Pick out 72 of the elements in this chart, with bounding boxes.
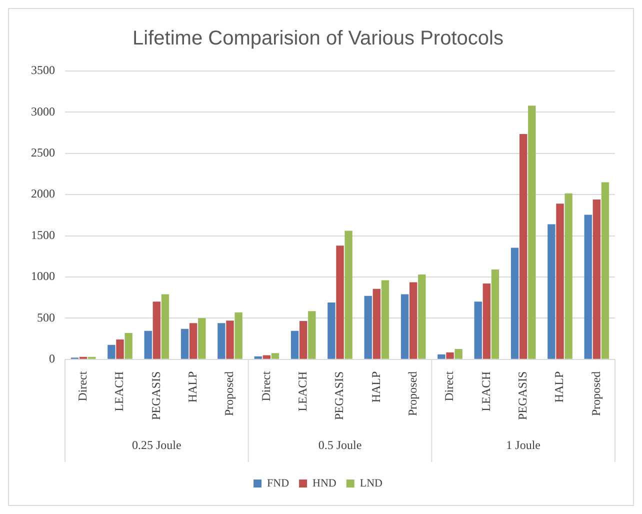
- x-tick-label: Direct: [75, 370, 90, 402]
- bar: [271, 353, 280, 359]
- x-tick-label: Proposed: [405, 371, 420, 416]
- bar: [262, 355, 271, 359]
- bar: [601, 182, 610, 359]
- legend-label: LND: [360, 477, 383, 490]
- bar: [364, 296, 372, 359]
- text: 0.25 Joule: [132, 438, 182, 452]
- bar: [548, 224, 556, 359]
- x-tick-label: LEACH: [112, 370, 126, 412]
- bar: [400, 294, 409, 359]
- bar: [124, 332, 132, 359]
- bar: [418, 274, 426, 359]
- bar: [290, 330, 299, 359]
- bar: [189, 323, 198, 359]
- bar: [218, 323, 226, 359]
- x-tick-label: HALP: [552, 371, 566, 403]
- y-tick-label: 2500: [31, 146, 55, 160]
- y-tick-label: 1000: [31, 269, 55, 284]
- y-tick-label: 1500: [31, 228, 55, 242]
- x-tick-label: PEGASIS: [332, 371, 346, 420]
- bar: [584, 214, 592, 359]
- bar: [198, 318, 206, 359]
- bar: [510, 248, 519, 359]
- x-tick-label: HALP: [185, 371, 200, 403]
- x-tick-label: Proposed: [222, 371, 236, 416]
- x-tick-label: LEACH: [295, 370, 310, 412]
- bar: [482, 284, 491, 359]
- y-tick-label: 2000: [31, 186, 55, 201]
- bar: [234, 312, 242, 359]
- bar: [409, 282, 418, 359]
- bar: [344, 230, 352, 359]
- x-tick-label: Direct: [442, 370, 456, 402]
- bar: [336, 246, 344, 359]
- bar: [474, 302, 482, 359]
- text: 1 Joule: [506, 438, 541, 452]
- bar: [152, 302, 161, 359]
- bar: [161, 294, 170, 359]
- legend-label: FND: [267, 477, 290, 490]
- bar: [564, 193, 572, 359]
- bar: [519, 134, 528, 359]
- bar: [116, 340, 124, 359]
- bar: [308, 311, 316, 359]
- x-tick-label: Proposed: [588, 371, 603, 416]
- bar: [372, 288, 381, 359]
- bar: [144, 330, 152, 359]
- x-tick-label: HALP: [368, 371, 383, 403]
- y-tick-label: 500: [37, 310, 55, 324]
- y-tick-label: 3000: [31, 104, 55, 118]
- bar: [108, 344, 116, 359]
- bar: [446, 352, 454, 359]
- bar: [528, 106, 536, 359]
- bar: [438, 354, 446, 359]
- chart-title: Lifetime Comparision of Various Protocols: [132, 28, 504, 50]
- legend-label: HND: [312, 477, 336, 490]
- x-tick-label: LEACH: [478, 370, 493, 412]
- bar: [454, 349, 462, 359]
- bar: [299, 321, 308, 359]
- x-tick-label: PEGASIS: [515, 371, 530, 420]
- bar: [592, 200, 601, 359]
- y-tick-label: 3500: [31, 63, 55, 78]
- text: 0.5 Joule: [318, 438, 362, 452]
- bar: [328, 302, 336, 359]
- bar: [381, 280, 390, 359]
- x-tick-label: PEGASIS: [148, 371, 163, 420]
- bar: [254, 356, 262, 359]
- y-tick-label: 0: [49, 351, 55, 366]
- x-tick-label: Direct: [258, 370, 273, 402]
- bar: [180, 328, 189, 359]
- bar: [226, 320, 234, 359]
- bar: [491, 270, 500, 359]
- bar: [556, 204, 564, 359]
